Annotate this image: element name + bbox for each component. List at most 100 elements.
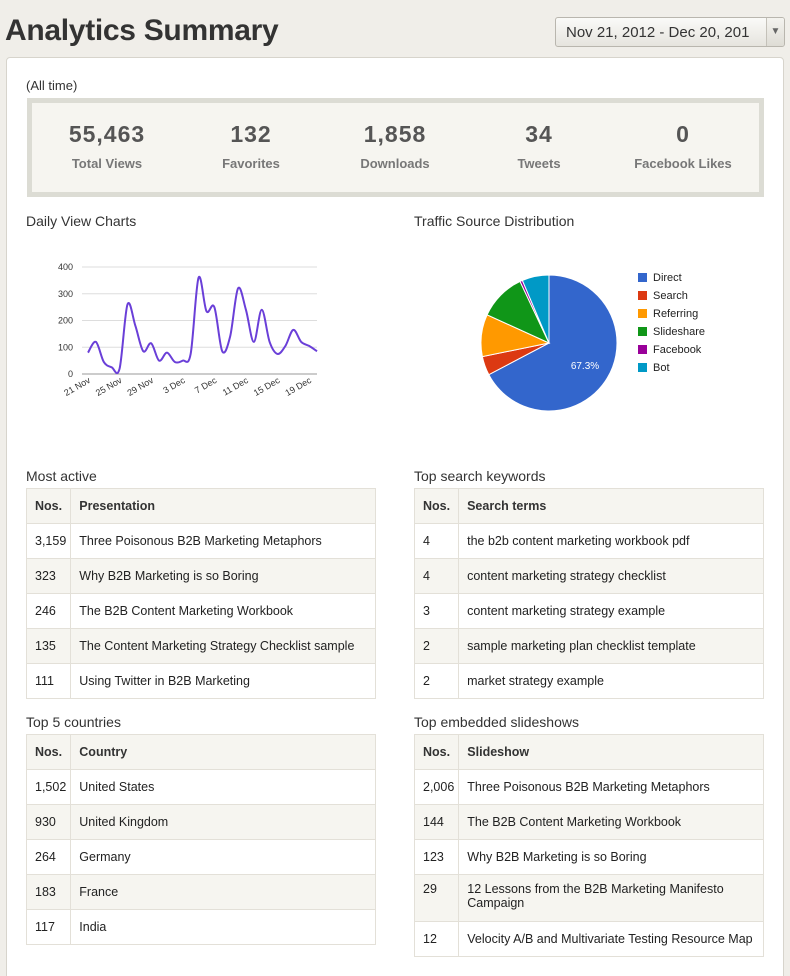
row-count: 3 <box>413 593 460 629</box>
legend-label: Slideshare <box>653 326 705 338</box>
x-tick-label: 11 Dec <box>221 375 251 398</box>
table-header-row: Nos. Country <box>25 734 376 770</box>
row-count: 135 <box>25 628 72 664</box>
row-slideshow[interactable]: Why B2B Marketing is so Boring <box>458 839 764 875</box>
row-count: 29 <box>413 874 460 922</box>
table-header-row: Nos. Presentation <box>25 488 376 524</box>
legend-label: Direct <box>653 272 682 284</box>
legend-swatch <box>638 291 647 300</box>
row-count: 4 <box>413 523 460 559</box>
x-tick-label: 3 Dec <box>161 375 187 396</box>
table-row: 123 Why B2B Marketing is so Boring <box>413 839 764 875</box>
pie-slice <box>521 274 550 344</box>
row-presentation[interactable]: Why B2B Marketing is so Boring <box>70 558 376 594</box>
stat-label: Tweets <box>517 156 561 171</box>
legend-swatch <box>638 273 647 282</box>
table-row: 2,006 Three Poisonous B2B Marketing Metap… <box>413 769 764 805</box>
most-active-title: Most active <box>26 468 97 484</box>
row-presentation[interactable]: The B2B Content Marketing Workbook <box>70 593 376 629</box>
legend-label: Bot <box>653 362 670 374</box>
row-count: 930 <box>25 804 72 840</box>
stat-value: 0 <box>676 121 690 147</box>
row-count: 4 <box>413 558 460 594</box>
daily-view-chart: 400 300 200 100 021 Nov 25 Nov 29 Nov 3 Dec 7 De… <box>58 262 318 398</box>
row-slideshow[interactable]: The B2B Content Marketing Workbook <box>458 804 764 840</box>
table-row: 183 France <box>25 874 376 910</box>
row-presentation[interactable]: Using Twitter in B2B Marketing <box>70 663 376 699</box>
table-header-row: Nos. Search terms <box>413 488 764 524</box>
date-range-value: Nov 21, 2012 - Dec 20, 201 <box>566 24 750 41</box>
stat-tweets: 34 Tweets <box>464 121 614 171</box>
period-label: (All time) <box>26 78 78 93</box>
countries-title: Top 5 countries <box>26 714 121 730</box>
table-row: 930 United Kingdom <box>25 804 376 840</box>
row-keyword: content marketing strategy example <box>458 593 764 629</box>
slice-label: 67.3% <box>571 361 599 372</box>
row-count: 246 <box>25 593 72 629</box>
table-header-row: Nos. Slideshow <box>413 734 764 770</box>
table-row: 29 12 Lessons from the B2B Marketing Mani… <box>413 874 764 922</box>
col-nos: Nos. <box>413 488 460 524</box>
legend-swatch <box>638 345 647 354</box>
y-tick-label: 200 <box>58 316 73 326</box>
legend-label: Search <box>653 290 688 302</box>
stat-label: Downloads <box>360 156 430 171</box>
stat-value: 55,463 <box>68 121 146 147</box>
table-row: 4 the b2b content marketing workbook pdf <box>413 523 764 559</box>
legend-swatch <box>638 309 647 318</box>
stat-value: 34 <box>525 121 553 147</box>
stat-favorites: 132 Favorites <box>176 121 326 171</box>
row-count: 117 <box>25 909 72 945</box>
date-range-select[interactable]: Nov 21, 2012 - Dec 20, 201 ▼ <box>555 17 785 47</box>
stat-label: Favorites <box>222 156 280 171</box>
col-nos: Nos. <box>413 734 460 770</box>
table-row: 3 content marketing strategy example <box>413 593 764 629</box>
y-tick-label: 400 <box>58 262 73 272</box>
dropdown-arrow-icon[interactable]: ▼ <box>766 18 784 46</box>
stat-downloads: 1,858 Downloads <box>320 121 470 171</box>
keywords-title: Top search keywords <box>414 468 546 484</box>
row-presentation[interactable]: Three Poisonous B2B Marketing Metaphors <box>70 523 376 559</box>
countries-table: Nos. Country 1,502 United States 930 Unite… <box>25 734 376 945</box>
row-count: 264 <box>25 839 72 875</box>
col-country: Country <box>70 734 376 770</box>
row-presentation[interactable]: The Content Marketing Strategy Checklist… <box>70 628 376 664</box>
y-tick-label: 300 <box>58 289 73 299</box>
keywords-table: Nos. Search terms 4 the b2b content marke… <box>413 488 764 699</box>
row-count: 144 <box>413 804 460 840</box>
row-keyword: content marketing strategy checklist <box>458 558 764 594</box>
table-row: 135 The Content Marketing Strategy Checkl… <box>25 628 376 664</box>
row-count: 2,006 <box>413 769 460 805</box>
row-country: France <box>70 874 376 910</box>
table-row: 117 India <box>25 909 376 945</box>
most-active-table: Nos. Presentation 3,159 Three Poisonous B… <box>25 488 376 699</box>
row-count: 323 <box>25 558 72 594</box>
legend-label: Facebook <box>653 344 702 356</box>
row-slideshow[interactable]: 12 Lessons from the B2B Marketing Manife… <box>458 874 764 922</box>
row-count: 111 <box>25 663 72 699</box>
stat-label: Facebook Likes <box>634 156 732 171</box>
embedded-table: Nos. Slideshow 2,006 Three Poisonous B2B … <box>413 734 764 957</box>
daily-chart-title: Daily View Charts <box>26 213 137 229</box>
row-count: 3,159 <box>25 523 72 559</box>
stat-label: Total Views <box>71 156 143 171</box>
table-row: 144 The B2B Content Marketing Workbook <box>413 804 764 840</box>
pie-slice <box>488 274 618 412</box>
x-tick-label: 19 Dec <box>283 375 313 398</box>
stat-value: 132 <box>230 121 272 147</box>
row-keyword: market strategy example <box>458 663 764 699</box>
x-tick-label: 29 Nov <box>125 375 155 398</box>
legend-swatch <box>638 363 647 372</box>
row-keyword: sample marketing plan checklist template <box>458 628 764 664</box>
y-tick-label: 0 <box>68 369 73 379</box>
row-count: 2 <box>413 628 460 664</box>
row-slideshow[interactable]: Three Poisonous B2B Marketing Metaphors <box>458 769 764 805</box>
row-slideshow[interactable]: Velocity A/B and Multivariate Testing Re… <box>458 921 764 957</box>
table-row: 3,159 Three Poisonous B2B Marketing Metap… <box>25 523 376 559</box>
col-presentation: Presentation <box>70 488 376 524</box>
stat-facebook-likes: 0 Facebook Likes <box>608 121 758 171</box>
x-tick-label: 25 Nov <box>94 375 124 398</box>
col-nos: Nos. <box>25 488 72 524</box>
stat-total-views: 55,463 Total Views <box>32 121 182 171</box>
legend-swatch <box>638 327 647 336</box>
